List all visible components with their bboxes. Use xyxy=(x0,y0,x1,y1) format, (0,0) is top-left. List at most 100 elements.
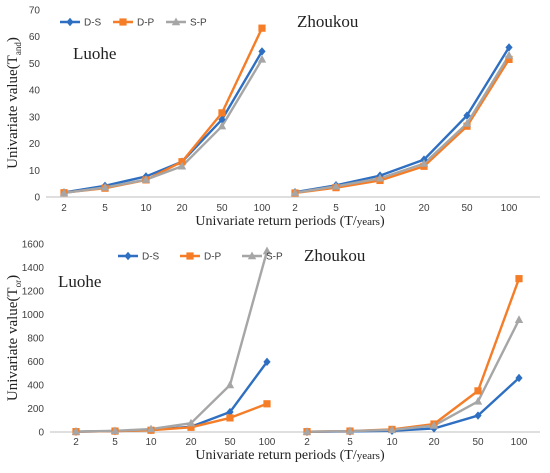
x-tick-label: 50 xyxy=(472,437,484,448)
legend-label-d-p: D-P xyxy=(137,18,155,29)
x-tick-label: 20 xyxy=(428,437,440,448)
series-line-d-s xyxy=(63,50,264,194)
y-tick-label: 50 xyxy=(29,59,41,70)
data-point-s-p xyxy=(141,175,151,183)
data-point-d-s xyxy=(226,407,234,417)
x-tick-label: 100 xyxy=(254,203,271,214)
y-axis-title: Univariate value(Tor) xyxy=(5,275,23,401)
data-point-d-s xyxy=(218,115,226,124)
x-tick-label: 20 xyxy=(176,203,188,214)
x-tick-label: 20 xyxy=(418,203,430,214)
data-point-s-p xyxy=(345,426,355,435)
y-tick-label: 600 xyxy=(27,357,44,368)
data-point-s-p xyxy=(59,188,69,197)
y-tick-label: 40 xyxy=(29,86,41,97)
data-point-s-p xyxy=(504,50,514,59)
data-point-s-p xyxy=(146,424,156,433)
y-tick-label: 60 xyxy=(29,32,41,43)
series-line-s-p xyxy=(75,250,269,433)
x-tick-label: 50 xyxy=(216,203,228,214)
data-point-s-p xyxy=(262,246,272,255)
series-line-d-s xyxy=(75,361,268,433)
data-point-s-p xyxy=(419,159,429,167)
x-tick-label: 10 xyxy=(386,437,398,448)
y-tick-label: 1400 xyxy=(22,263,45,274)
data-point-d-s xyxy=(258,47,266,56)
data-point-s-p xyxy=(290,188,300,196)
data-point-s-p xyxy=(257,54,267,63)
data-point-s-p xyxy=(331,181,341,190)
data-point-s-p xyxy=(110,426,120,435)
series-line-d-p xyxy=(294,58,511,195)
data-point-s-p xyxy=(473,396,483,405)
y-tick-label: 800 xyxy=(27,334,44,345)
x-tick-label: 100 xyxy=(501,203,518,214)
data-point-d-p xyxy=(505,55,513,64)
data-point-d-p xyxy=(515,275,523,283)
panel-label-zhoukou: Zhoukou xyxy=(304,246,366,265)
data-point-s-p xyxy=(514,315,524,323)
y-tick-label: 10 xyxy=(29,166,41,177)
data-point-s-p xyxy=(217,121,227,130)
y-tick-label: 1200 xyxy=(22,287,45,298)
y-tick-label: 200 xyxy=(27,404,44,415)
data-point-s-p xyxy=(429,421,439,429)
series-line-s-p xyxy=(63,58,264,195)
data-point-s-p xyxy=(375,173,385,182)
x-tick-label: 2 xyxy=(73,437,79,448)
data-point-d-p xyxy=(187,423,195,431)
data-point-d-p xyxy=(178,158,186,166)
data-point-d-s xyxy=(515,373,523,383)
data-point-d-s xyxy=(463,111,471,120)
x-tick-label: 50 xyxy=(224,437,236,448)
legend-marker-d-p xyxy=(186,252,194,260)
x-tick-label: 5 xyxy=(112,437,118,448)
data-point-s-p xyxy=(462,119,472,127)
legend-marker-d-s xyxy=(66,17,74,27)
data-point-d-p xyxy=(474,387,482,395)
panel-label-luohe: Luohe xyxy=(73,44,116,63)
y-tick-label: 0 xyxy=(34,193,40,204)
panel-label-zhoukou: Zhoukou xyxy=(297,12,359,31)
data-point-d-s xyxy=(474,411,482,420)
data-point-s-p xyxy=(387,425,397,434)
x-tick-label: 100 xyxy=(511,437,528,448)
y-tick-label: 0 xyxy=(38,428,44,439)
panel-label-luohe: Luohe xyxy=(58,272,101,291)
legend-label-s-p: S-P xyxy=(190,18,207,29)
legend-marker-d-p xyxy=(119,18,127,26)
data-point-s-p xyxy=(302,427,312,435)
legend-label-d-p: D-P xyxy=(204,252,222,263)
legend-label-s-p: S-P xyxy=(266,252,283,263)
series-line-s-p xyxy=(306,319,521,433)
data-point-d-s xyxy=(263,357,271,367)
legend-label-d-s: D-S xyxy=(142,252,160,263)
x-axis-title: Univariate return periods (T/years) xyxy=(195,214,385,229)
data-point-s-p xyxy=(186,418,196,427)
y-tick-label: 70 xyxy=(29,6,41,17)
x-axis-title: Univariate return periods (T/years) xyxy=(195,448,385,463)
x-tick-label: 2 xyxy=(61,203,67,214)
y-tick-label: 1000 xyxy=(22,310,45,321)
x-tick-label: 20 xyxy=(185,437,197,448)
x-tick-label: 2 xyxy=(304,437,310,448)
data-point-d-p xyxy=(258,24,266,32)
x-tick-label: 10 xyxy=(374,203,386,214)
data-point-s-p xyxy=(71,427,81,435)
legend-marker-s-p xyxy=(247,251,257,260)
data-point-d-p xyxy=(218,109,226,117)
legend-marker-s-p xyxy=(171,17,181,26)
chart-2: 0 200 400 600 800 1000 1200 1400 1600 2 5 10 20 50 100… xyxy=(5,240,540,463)
series-line-d-s xyxy=(306,377,520,433)
series-line-s-p xyxy=(294,54,511,194)
legend-label-d-s: D-S xyxy=(84,18,102,29)
y-tick-label: 400 xyxy=(27,381,44,392)
x-tick-label: 10 xyxy=(145,437,157,448)
data-point-d-p xyxy=(226,414,234,422)
data-point-s-p xyxy=(177,161,187,170)
x-tick-label: 5 xyxy=(333,203,339,214)
data-point-s-p xyxy=(100,182,110,191)
chart-1: 0 10 20 30 40 50 60 70 2 5 10 20 50 100 Luohe 2 5 10 20 50 1… xyxy=(5,6,540,229)
x-tick-label: 100 xyxy=(259,437,276,448)
